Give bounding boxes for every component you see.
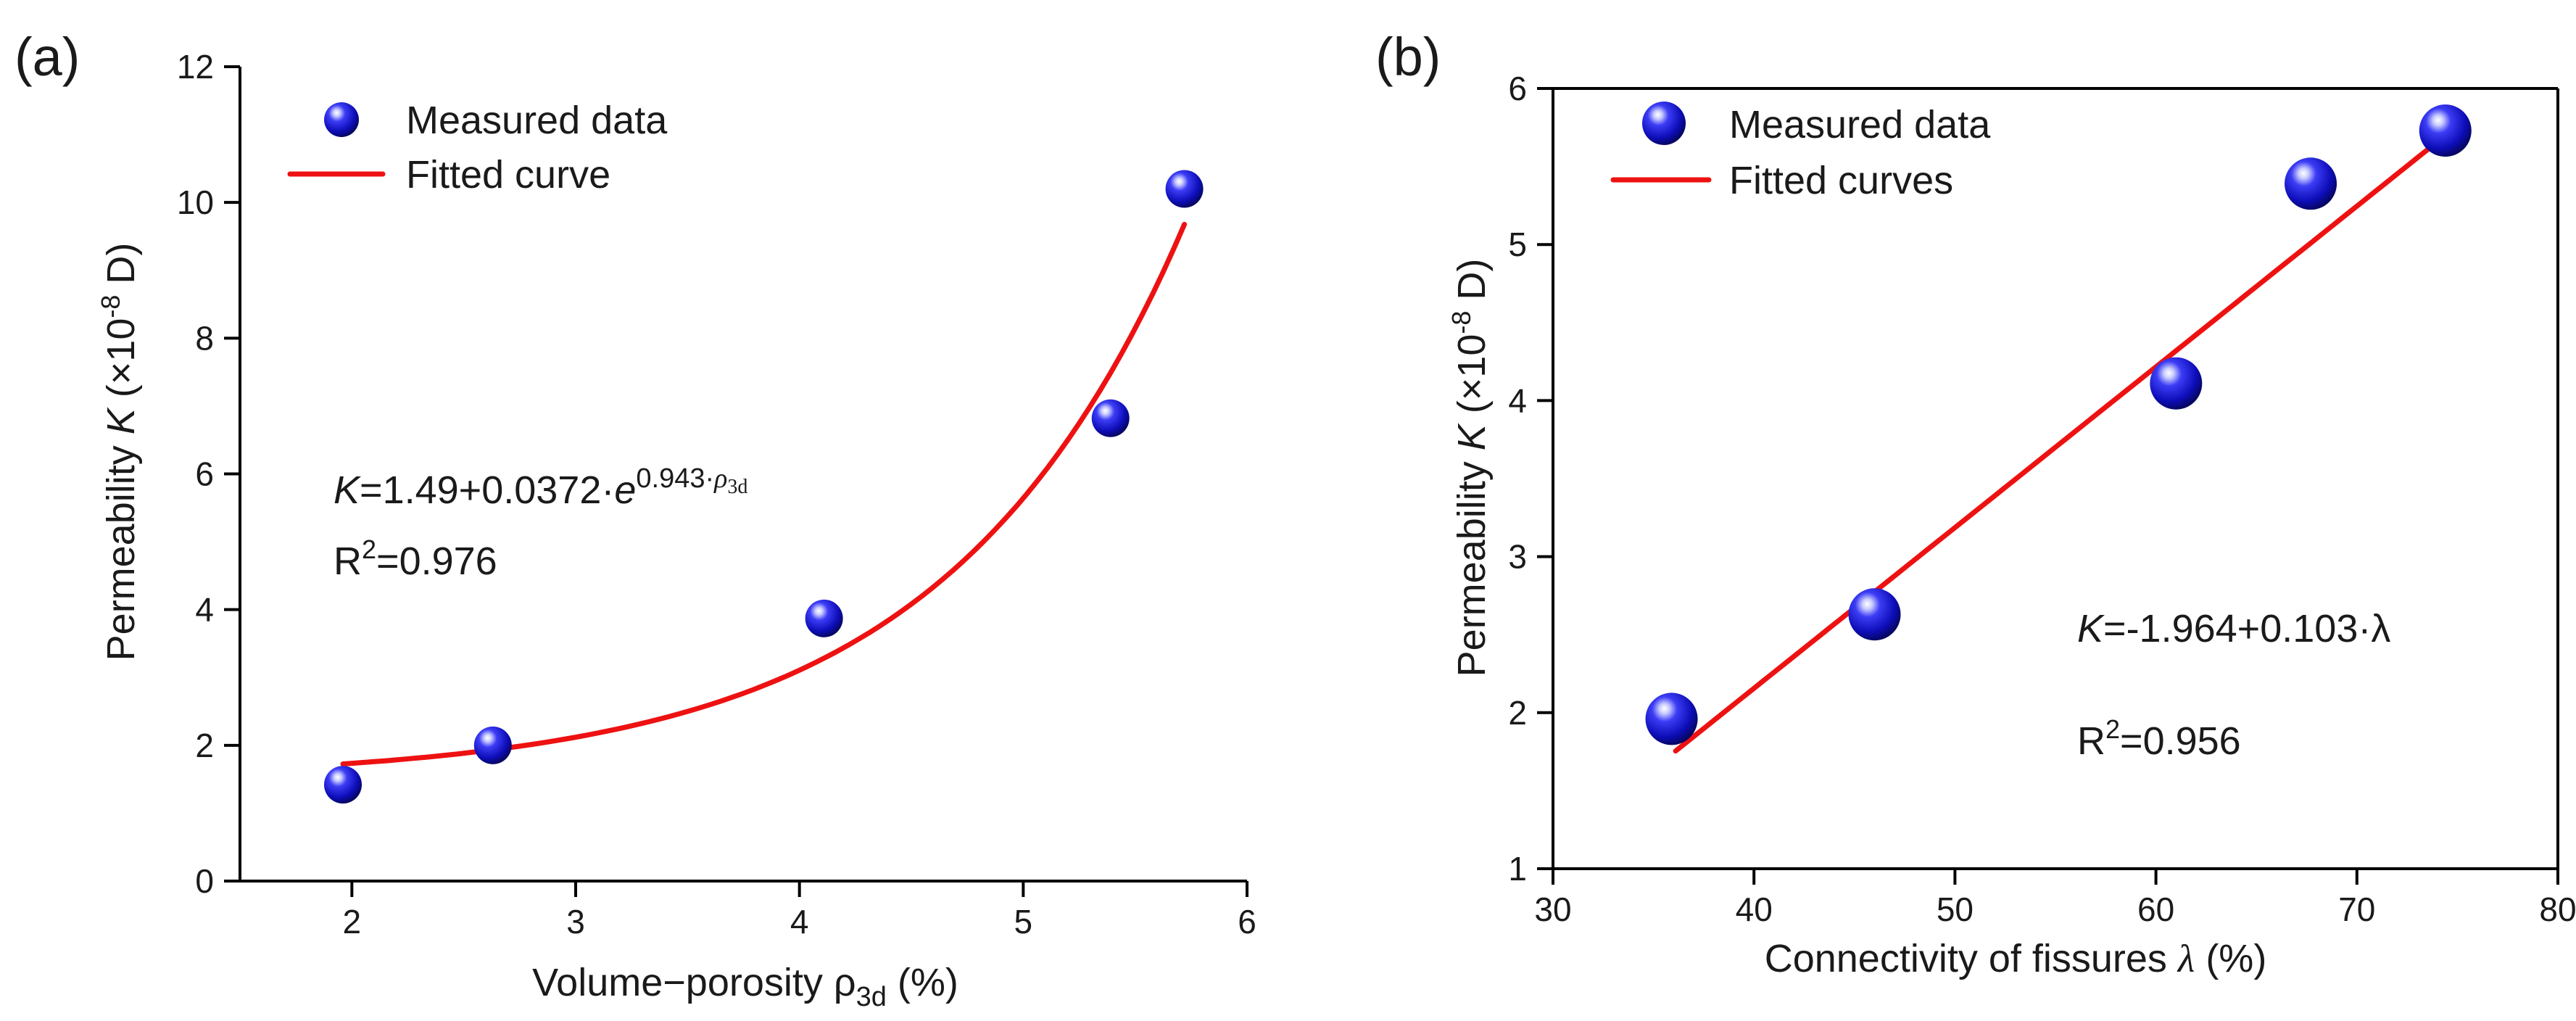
panel-b-x-axis-title: Connectivity of fissures λ (%) <box>1765 937 2267 980</box>
panel-b-y-ticks: 1 2 3 4 5 6 <box>1508 70 1553 888</box>
panel-a-y-ticks: 0 2 4 6 8 10 12 <box>177 48 240 900</box>
panel-b-eq-body: =-1.964+0.103·λ <box>2103 607 2390 650</box>
panel-b-equation: K=-1.964+0.103·λ R2=0.956 <box>2077 607 2390 763</box>
panel-b-eq-k: K <box>2077 607 2105 650</box>
panel-a-xlabel-suffix: (%) <box>887 961 958 1004</box>
panel-b-label: (b) <box>1375 27 1441 87</box>
panel-b-x-tick-label: 60 <box>2137 890 2174 928</box>
panel-b-data-point <box>2285 157 2337 210</box>
panel-b-xlabel-symbol: λ <box>2177 937 2195 980</box>
panel-a-equation-text: K=1.49+0.0372·e0.943·ρ3d <box>334 463 747 512</box>
panel-a-eq-rho: ρ <box>713 463 727 494</box>
panel-a-xlabel-sub: 3d <box>856 982 887 1012</box>
panel-b-y-axis-title: Permeability K (×10-8 D) <box>1446 259 1494 677</box>
panel-b-r2-prefix: R <box>2077 719 2105 763</box>
panel-b-r2-sup: 2 <box>2105 714 2120 744</box>
panel-a-ylabel-symbol: K <box>99 407 143 434</box>
panel-b-data-point <box>1645 693 1698 745</box>
panel-a-data-point <box>1091 399 1130 437</box>
panel-b-data-point <box>2150 357 2203 410</box>
panel-b-x-tick-label: 80 <box>2539 890 2576 928</box>
panel-b-data-point <box>2419 104 2472 157</box>
panel-a-y-tick-label: 8 <box>195 319 214 357</box>
panel-b-x-tick-label: 30 <box>1534 890 1571 928</box>
panel-b-y-tick-label: 3 <box>1508 538 1527 576</box>
panel-a-data-point <box>473 726 512 764</box>
panel-a-ylabel-prefix: Permeability <box>99 434 143 661</box>
panel-a-r2-prefix: R <box>334 540 362 583</box>
panel-a-eq-exp: 0.943· <box>636 463 714 494</box>
panel-a-y-tick-label: 10 <box>177 183 214 221</box>
panel-a-ylabel-suffix-pre: (×10 <box>99 318 143 409</box>
panel-b-ylabel-sup: -8 <box>1446 311 1476 334</box>
panel-a-data-point <box>323 766 362 804</box>
panel-b-x-tick-label: 50 <box>1937 890 1974 928</box>
panel-b-data-point <box>1848 588 1901 641</box>
panel-b-equation-text: K=-1.964+0.103·λ <box>2077 607 2390 650</box>
panel-b-measured-points <box>1645 104 2472 745</box>
panel-b-y-tick-label: 2 <box>1508 694 1527 732</box>
panel-a-x-tick-label: 3 <box>566 903 585 941</box>
panel-a-x-tick-label: 4 <box>790 903 809 941</box>
panel-a-x-ticks: 2 3 4 5 6 <box>343 881 1256 941</box>
panel-b-x-ticks: 30 40 50 60 70 80 <box>1534 869 2576 928</box>
panel-b-ylabel-symbol: K <box>1450 423 1494 450</box>
panel-b-r2-text: R2=0.956 <box>2077 714 2241 763</box>
panel-a-measured-points <box>323 170 1204 804</box>
panel-a-y-axis-title: Permeability K (×10-8 D) <box>96 243 143 661</box>
panel-a-x-tick-label: 2 <box>343 903 362 941</box>
panel-a-ylabel-suffix-post: D) <box>99 243 143 295</box>
panel-a-data-point <box>805 599 843 637</box>
panel-b-y-tick-label: 5 <box>1508 226 1527 263</box>
panel-b-x-tick-label: 70 <box>2338 890 2375 928</box>
panel-a-legend-line-label: Fitted curve <box>406 153 610 197</box>
panel-a-legend-points-label: Measured data <box>406 99 668 142</box>
panel-b-y-tick-label: 6 <box>1508 70 1527 107</box>
panel-a-y-tick-label: 0 <box>195 862 214 900</box>
panel-a-r2-sup: 2 <box>362 534 376 564</box>
panel-b-x-tick-label: 40 <box>1736 890 1773 928</box>
panel-a-legend: Measured data Fitted curve <box>287 99 668 197</box>
panel-b-xlabel-suffix: (%) <box>2195 937 2266 980</box>
panel-b-ylabel-suffix-post: D) <box>1450 259 1494 311</box>
panel-b-fitted-line <box>1673 131 2450 754</box>
panel-a-eq-k: K <box>334 468 361 512</box>
panel-a-x-tick-label: 6 <box>1238 903 1256 941</box>
panel-a-xlabel-prefix: Volume−porosity <box>532 961 834 1004</box>
panel-b: (b) 1 2 3 4 5 6 30 40 50 60 70 80 Measured data Fi… <box>1375 27 2576 980</box>
panel-a-equation: K=1.49+0.0372·e0.943·ρ3d R2=0.976 <box>334 463 747 583</box>
panel-a-x-tick-label: 5 <box>1014 903 1033 941</box>
panel-a-ylabel-sup: -8 <box>96 295 125 318</box>
panel-b-y-tick-label: 1 <box>1508 850 1527 888</box>
panel-a-legend-marker-icon <box>324 102 359 137</box>
panel-a: (a) 0 2 4 6 8 10 12 2 3 4 5 6 Measured data Fitted… <box>15 27 1256 1012</box>
panel-a-xlabel-symbol: ρ <box>834 961 856 1004</box>
panel-b-ylabel-suffix-pre: (×10 <box>1450 334 1494 425</box>
panel-a-eq-rho-sub: 3d <box>727 476 747 498</box>
panel-a-eq-body: =1.49+0.0372· <box>360 468 614 512</box>
panel-a-y-tick-label: 6 <box>195 455 214 493</box>
panel-a-eq-e: e <box>614 468 636 512</box>
panel-b-legend-marker-icon <box>1642 102 1686 145</box>
panel-b-xlabel-prefix: Connectivity of fissures <box>1765 937 2178 980</box>
panel-a-y-tick-label: 2 <box>195 727 214 764</box>
panel-b-legend-line-label: Fitted curves <box>1729 159 1953 202</box>
panel-a-r2-value: =0.976 <box>376 540 497 583</box>
panel-a-y-tick-label: 4 <box>195 591 214 629</box>
panel-a-x-axis-title: Volume−porosity ρ3d (%) <box>532 961 958 1012</box>
panel-a-label: (a) <box>15 27 80 87</box>
panel-b-ylabel-prefix: Permeability <box>1450 450 1494 677</box>
panel-b-r2-value: =0.956 <box>2120 719 2241 763</box>
panel-b-axes <box>1552 87 2559 870</box>
panel-a-data-point <box>1165 170 1204 208</box>
panel-b-y-tick-label: 4 <box>1508 381 1527 419</box>
panel-b-legend-points-label: Measured data <box>1729 103 1991 146</box>
panel-a-r2-text: R2=0.976 <box>334 534 497 583</box>
panel-a-y-tick-label: 12 <box>177 48 214 86</box>
panel-b-legend: Measured data Fitted curves <box>1610 102 1991 202</box>
